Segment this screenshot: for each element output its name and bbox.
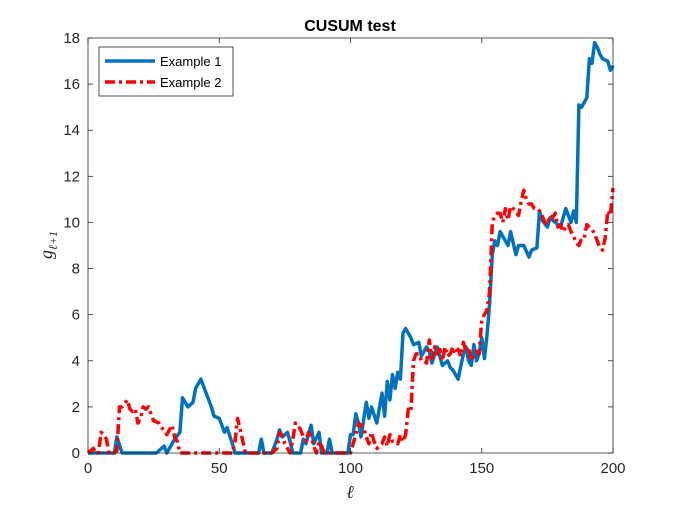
- legend: Example 1 Example 2: [98, 46, 234, 97]
- y-axis-label: gℓ+1: [36, 231, 60, 259]
- y-tick-label: 4: [72, 353, 80, 370]
- svg-text:gℓ+1: gℓ+1: [36, 231, 60, 259]
- x-tick-label: 150: [469, 460, 494, 477]
- x-axis-label: ℓ: [346, 482, 354, 502]
- y-tick-label: 10: [63, 214, 80, 231]
- series-line-example-2: [86, 187, 615, 455]
- x-tick-label: 100: [338, 460, 363, 477]
- x-tick-label: 50: [211, 460, 228, 477]
- legend-label-example-1: Example 1: [160, 54, 221, 69]
- x-axis-ticks: 0 50 100 150 200: [84, 38, 626, 477]
- y-tick-label: 6: [72, 307, 80, 324]
- series-layer: [86, 40, 615, 455]
- y-tick-label: 12: [63, 168, 80, 185]
- y-tick-label: 8: [72, 261, 80, 278]
- y-tick-label: 14: [63, 122, 80, 139]
- legend-box: [98, 46, 234, 97]
- y-tick-label: 18: [63, 30, 80, 47]
- y-tick-label: 2: [72, 399, 80, 416]
- y-axis-ticks: 0 2 4 6 8 10 12 14 16 18: [63, 30, 613, 462]
- chart-title: CUSUM test: [304, 18, 396, 35]
- x-tick-label: 200: [600, 460, 625, 477]
- plot-area: [88, 38, 613, 453]
- x-tick-label: 0: [84, 460, 92, 477]
- y-tick-label: 16: [63, 76, 80, 93]
- y-axis-label-main: g: [36, 250, 56, 259]
- y-axis-label-subscript: ℓ+1: [46, 231, 60, 250]
- legend-label-example-2: Example 2: [160, 75, 221, 90]
- y-tick-label: 0: [72, 445, 80, 462]
